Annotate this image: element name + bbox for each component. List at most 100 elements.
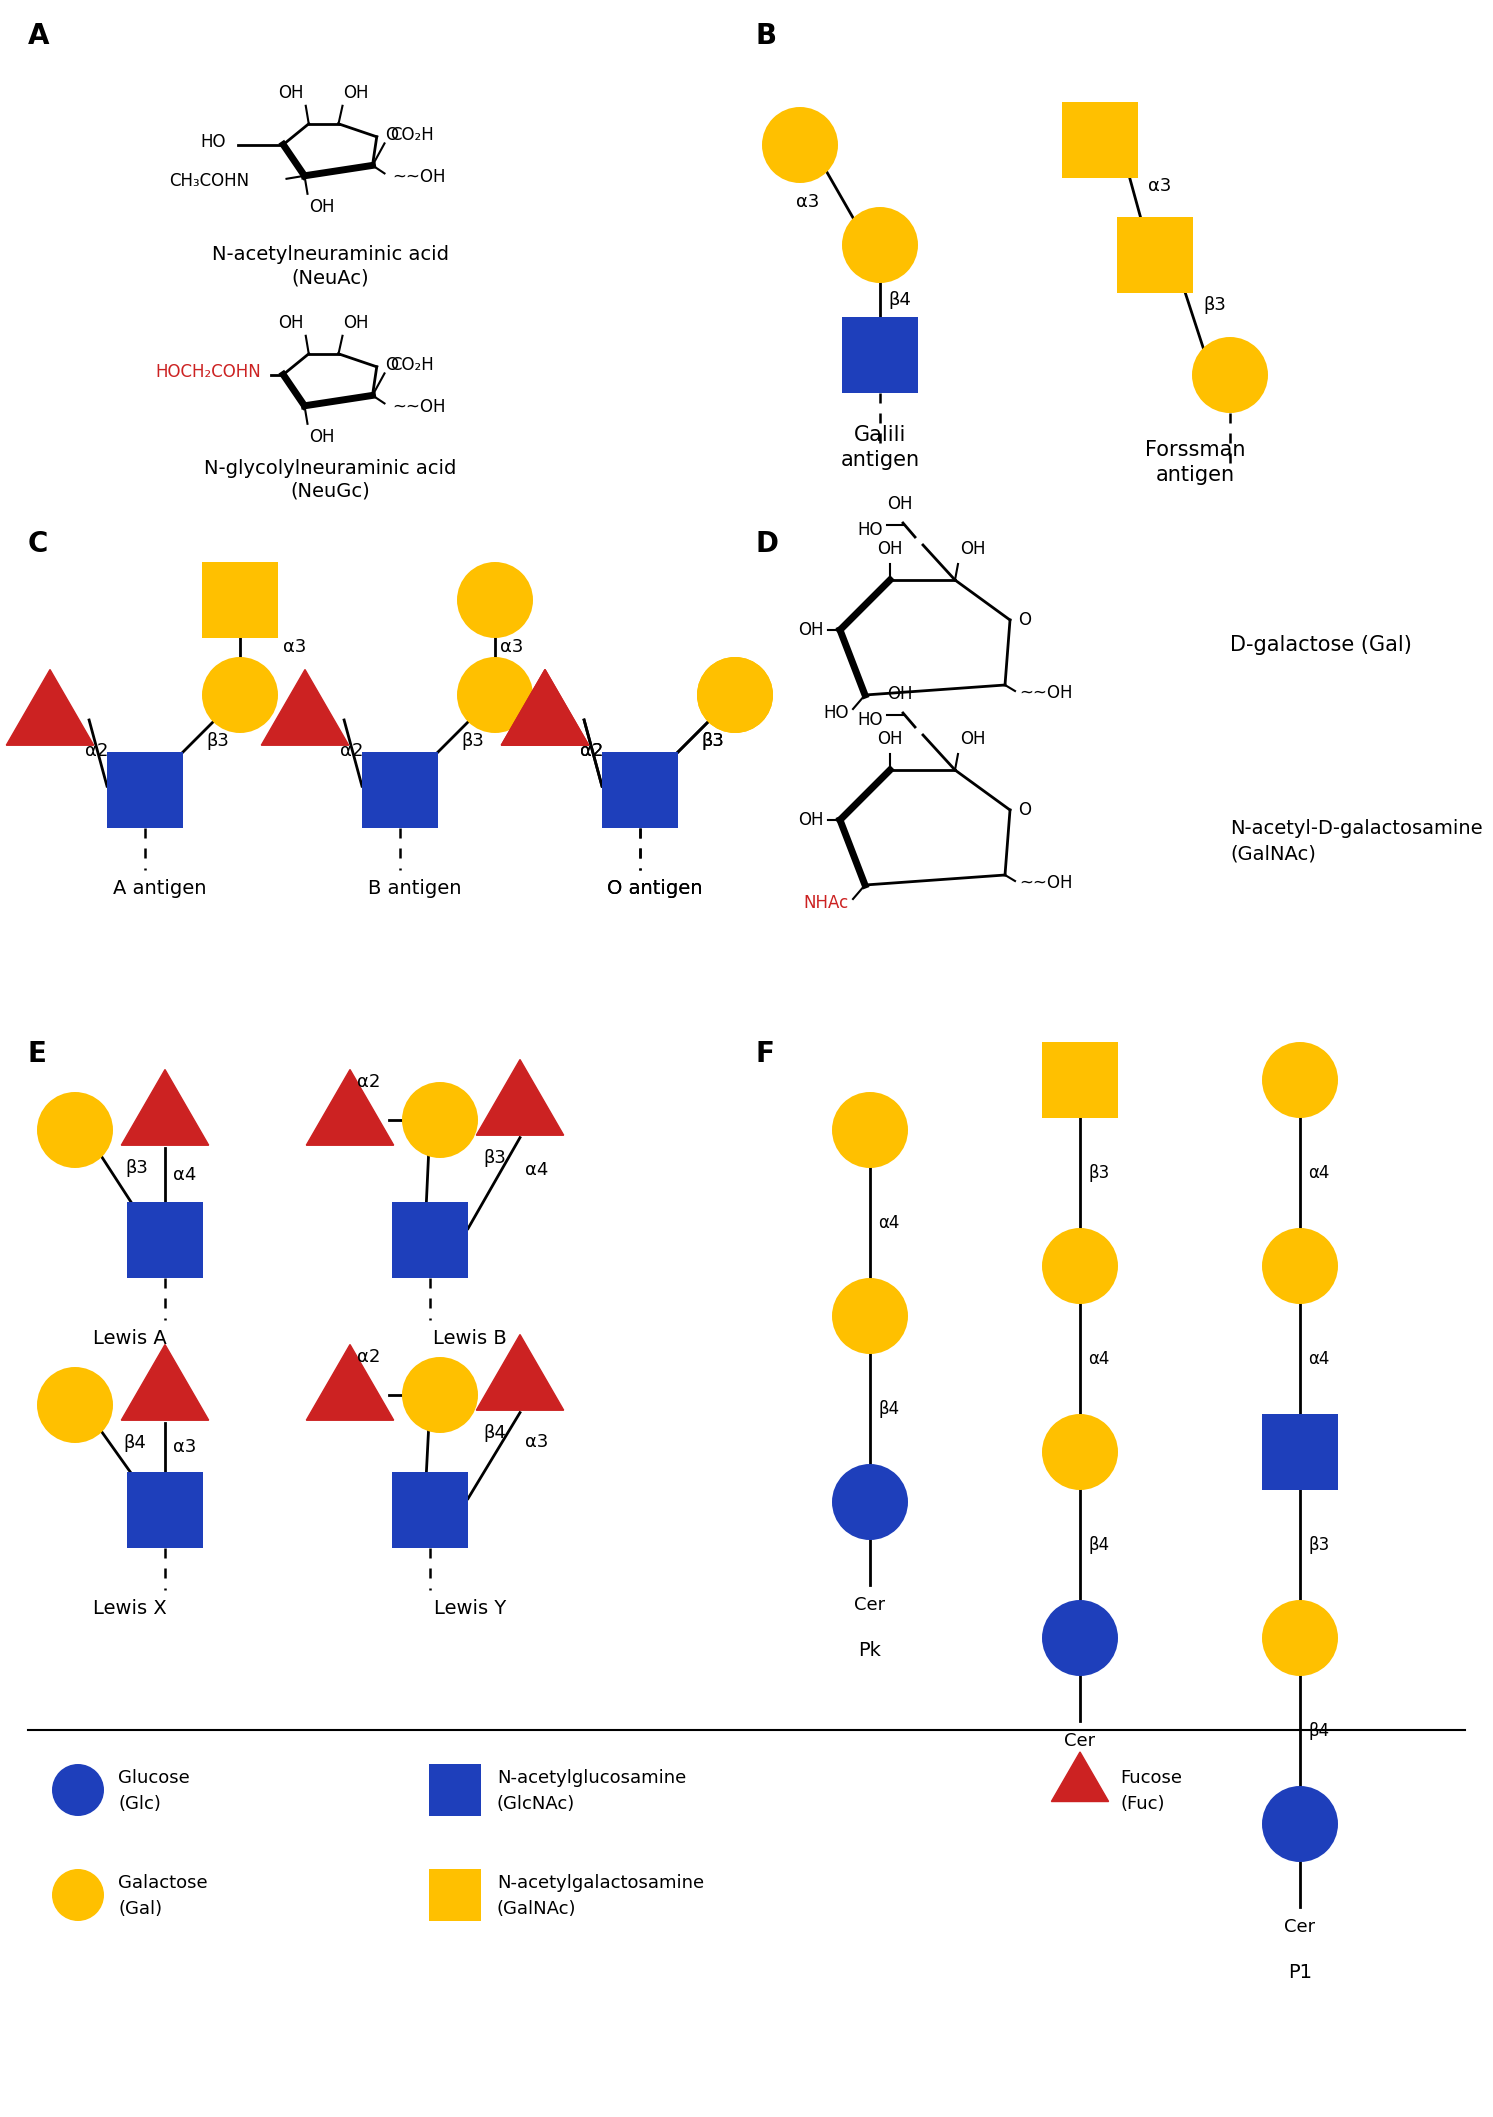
Text: (GalNAc): (GalNAc) xyxy=(1230,845,1315,864)
Text: ~~OH: ~~OH xyxy=(1020,874,1072,891)
Text: α3: α3 xyxy=(500,639,524,656)
Text: N-acetylgalactosamine: N-acetylgalactosamine xyxy=(497,1874,705,1893)
Bar xyxy=(1042,1042,1118,1118)
Text: Lewis A: Lewis A xyxy=(93,1329,167,1349)
Text: β3: β3 xyxy=(461,732,484,749)
Text: C: C xyxy=(28,529,48,559)
Text: ~~OH: ~~OH xyxy=(1020,684,1072,703)
Text: OH: OH xyxy=(878,730,903,747)
Text: β4: β4 xyxy=(122,1433,146,1452)
Text: HO: HO xyxy=(857,521,882,540)
Text: (Glc): (Glc) xyxy=(118,1795,161,1812)
Bar xyxy=(602,752,678,828)
Circle shape xyxy=(1042,1414,1118,1490)
Text: HO: HO xyxy=(857,711,882,728)
Text: NHAc: NHAc xyxy=(803,893,850,912)
Text: β4: β4 xyxy=(878,1399,899,1418)
Text: HOCH₂COHN: HOCH₂COHN xyxy=(155,362,261,381)
Bar xyxy=(393,1471,467,1548)
Text: D-galactose (Gal): D-galactose (Gal) xyxy=(1230,635,1412,654)
Text: antigen: antigen xyxy=(1156,466,1235,485)
Circle shape xyxy=(402,1082,478,1158)
Text: β3: β3 xyxy=(206,732,230,749)
Circle shape xyxy=(52,1869,105,1920)
Polygon shape xyxy=(1051,1753,1109,1802)
Text: O: O xyxy=(385,356,397,375)
Circle shape xyxy=(832,1279,908,1355)
Text: α3: α3 xyxy=(284,639,306,656)
Polygon shape xyxy=(261,669,349,745)
Bar xyxy=(1117,218,1193,292)
Text: O antigen: O antigen xyxy=(608,879,703,898)
Text: OH: OH xyxy=(878,540,903,559)
Circle shape xyxy=(832,1092,908,1169)
Text: Galili: Galili xyxy=(854,426,906,445)
Bar xyxy=(127,1202,203,1279)
Text: β3: β3 xyxy=(1308,1537,1329,1554)
Text: Glucose: Glucose xyxy=(118,1770,190,1787)
Bar xyxy=(842,318,918,394)
Bar xyxy=(107,752,184,828)
Text: α3: α3 xyxy=(1148,178,1172,195)
Circle shape xyxy=(37,1092,113,1169)
Text: N-acetylglucosamine: N-acetylglucosamine xyxy=(497,1770,687,1787)
Text: B: B xyxy=(755,21,776,51)
Text: P: P xyxy=(1073,1776,1085,1795)
Text: (Gal): (Gal) xyxy=(118,1899,163,1918)
Circle shape xyxy=(761,108,838,182)
Bar xyxy=(127,1471,203,1548)
Circle shape xyxy=(1262,1228,1338,1304)
Circle shape xyxy=(1042,1600,1118,1677)
Text: OH: OH xyxy=(278,85,303,102)
Text: Forssman: Forssman xyxy=(1145,440,1245,459)
Text: O: O xyxy=(1018,612,1032,629)
Text: α4: α4 xyxy=(526,1160,548,1179)
Text: CO₂H: CO₂H xyxy=(391,127,434,144)
Text: ~~OH: ~~OH xyxy=(393,169,446,186)
Text: β3: β3 xyxy=(702,732,724,749)
Text: OH: OH xyxy=(343,85,369,102)
Circle shape xyxy=(697,656,773,732)
Circle shape xyxy=(202,656,278,732)
Text: α4: α4 xyxy=(1308,1351,1329,1368)
Polygon shape xyxy=(121,1344,209,1421)
Text: Cer: Cer xyxy=(1284,1918,1315,1937)
Circle shape xyxy=(697,656,773,732)
Bar xyxy=(393,1202,467,1279)
Circle shape xyxy=(842,207,918,284)
Text: HO: HO xyxy=(200,133,227,150)
Text: OH: OH xyxy=(887,495,912,512)
Polygon shape xyxy=(306,1344,394,1421)
Text: Lewis X: Lewis X xyxy=(93,1598,167,1617)
Bar xyxy=(428,1763,481,1816)
Circle shape xyxy=(1262,1787,1338,1863)
Text: β3: β3 xyxy=(125,1158,148,1177)
Text: A: A xyxy=(28,21,49,51)
Text: β4: β4 xyxy=(1308,1721,1329,1740)
Bar xyxy=(202,561,278,637)
Text: β3: β3 xyxy=(1088,1164,1109,1181)
Circle shape xyxy=(1262,1042,1338,1118)
Polygon shape xyxy=(6,669,94,745)
Text: OH: OH xyxy=(960,540,985,559)
Text: Pk: Pk xyxy=(858,1641,881,1660)
Circle shape xyxy=(832,1465,908,1539)
Text: N-acetylneuraminic acid: N-acetylneuraminic acid xyxy=(212,246,448,265)
Text: Lewis B: Lewis B xyxy=(433,1329,508,1349)
Text: B antigen: B antigen xyxy=(369,879,461,898)
Text: Fucose: Fucose xyxy=(1120,1770,1182,1787)
Bar xyxy=(602,752,678,828)
Polygon shape xyxy=(121,1069,209,1145)
Polygon shape xyxy=(476,1058,564,1135)
Text: F: F xyxy=(755,1039,773,1067)
Text: α4: α4 xyxy=(1088,1351,1109,1368)
Bar xyxy=(361,752,437,828)
Text: α2: α2 xyxy=(340,741,363,760)
Text: OH: OH xyxy=(799,620,824,639)
Text: α3: α3 xyxy=(526,1433,548,1452)
Text: (Fuc): (Fuc) xyxy=(1120,1795,1165,1812)
Text: α4: α4 xyxy=(173,1166,197,1183)
Text: N-acetyl-D-galactosamine: N-acetyl-D-galactosamine xyxy=(1230,819,1483,838)
Text: (GalNAc): (GalNAc) xyxy=(497,1899,576,1918)
Circle shape xyxy=(457,656,533,732)
